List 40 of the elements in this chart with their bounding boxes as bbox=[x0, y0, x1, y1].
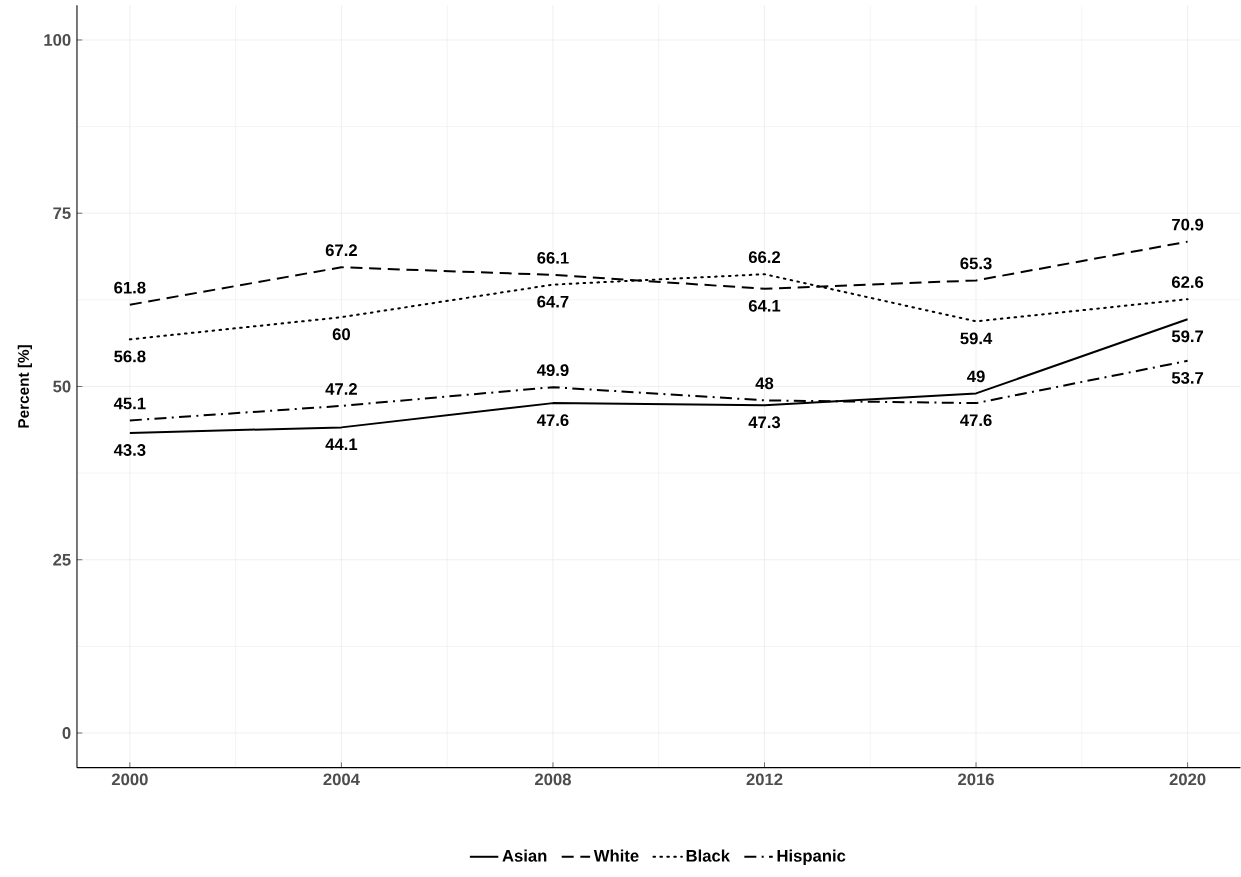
x-tick-label: 2012 bbox=[746, 773, 783, 786]
data-label: 70.9 bbox=[1172, 218, 1204, 231]
y-tick-label: 50 bbox=[53, 380, 71, 393]
y-tick-label: 25 bbox=[53, 554, 71, 566]
legend-label: Black bbox=[686, 849, 731, 862]
x-tick-label: 2000 bbox=[111, 773, 148, 786]
data-label: 66.2 bbox=[748, 251, 781, 264]
data-label: 56.8 bbox=[114, 350, 146, 363]
y-tick-label: 0 bbox=[62, 727, 71, 740]
data-label: 47.6 bbox=[536, 414, 569, 427]
data-label: 49 bbox=[967, 370, 985, 383]
data-label: 47.3 bbox=[748, 416, 781, 429]
data-label: 49.9 bbox=[536, 364, 569, 377]
x-tick-label: 2008 bbox=[535, 773, 571, 786]
x-tick-label: 2016 bbox=[958, 773, 994, 786]
data-label: 65.3 bbox=[960, 257, 992, 270]
data-label: 53.7 bbox=[1171, 372, 1204, 384]
data-label: 62.6 bbox=[1171, 276, 1204, 289]
y-tick-label: 100 bbox=[44, 34, 71, 47]
data-label: 43.3 bbox=[113, 444, 146, 457]
data-label: 59.4 bbox=[960, 332, 993, 345]
x-tick-label: 2004 bbox=[323, 773, 360, 786]
x-tick-label: 2020 bbox=[1169, 773, 1206, 786]
data-label: 47.2 bbox=[325, 383, 357, 395]
data-label: 48 bbox=[755, 377, 774, 390]
data-label: 59.7 bbox=[1171, 330, 1204, 343]
data-label: 60 bbox=[332, 328, 350, 341]
data-label: 64.1 bbox=[748, 300, 781, 312]
data-label: 64.7 bbox=[537, 295, 569, 308]
legend-label: White bbox=[593, 849, 639, 862]
y-axis-title: Percent [%] bbox=[17, 345, 32, 428]
data-label: 47.6 bbox=[960, 414, 992, 427]
data-label: 66.1 bbox=[537, 252, 569, 264]
data-label: 67.2 bbox=[325, 244, 357, 257]
legend-label: Asian bbox=[502, 849, 547, 862]
data-label: 61.8 bbox=[114, 281, 146, 294]
data-label: 45.1 bbox=[113, 397, 146, 410]
legend-label: Hispanic bbox=[777, 849, 846, 866]
y-tick-label: 75 bbox=[53, 207, 71, 220]
data-label: 44.1 bbox=[325, 438, 358, 451]
